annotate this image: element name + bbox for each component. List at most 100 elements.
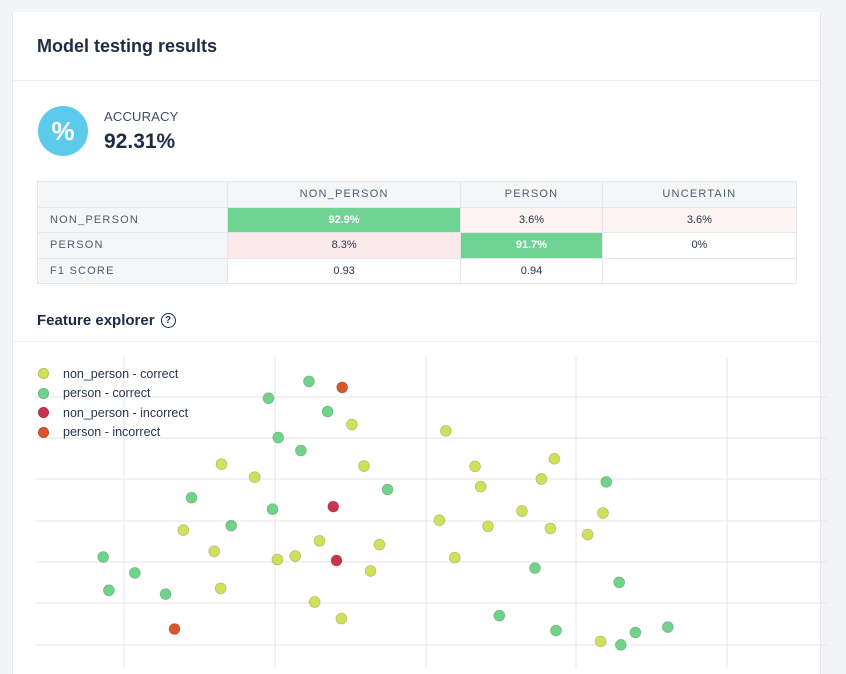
data-point[interactable] <box>271 553 284 566</box>
series-person-correct <box>97 375 674 651</box>
data-point[interactable] <box>272 431 285 444</box>
data-point[interactable] <box>262 392 275 405</box>
data-point[interactable] <box>581 528 594 541</box>
column-header-uncertain: UNCERTAIN <box>601 181 798 208</box>
data-point[interactable] <box>225 519 238 532</box>
data-point[interactable] <box>208 545 221 558</box>
data-point[interactable] <box>629 626 642 639</box>
legend-swatch <box>38 426 49 438</box>
table-cell: 3.6% <box>460 206 603 233</box>
table-row: F1 SCORE 0.93 0.94 <box>37 257 798 284</box>
data-point[interactable] <box>159 588 172 601</box>
table-header-row: NON_PERSON PERSON UNCERTAIN <box>37 181 798 208</box>
data-point[interactable] <box>313 534 326 547</box>
data-point[interactable] <box>516 505 528 517</box>
data-point[interactable] <box>266 503 279 516</box>
data-point[interactable] <box>336 381 349 394</box>
data-point[interactable] <box>303 375 315 388</box>
data-point[interactable] <box>661 621 674 633</box>
data-point[interactable] <box>335 612 348 625</box>
feature-explorer-title: Feature explorer ? <box>37 312 176 329</box>
legend-item[interactable]: non_person - incorrect <box>38 403 188 423</box>
legend-label: person - incorrect <box>63 425 161 440</box>
data-point[interactable] <box>327 500 340 513</box>
data-point[interactable] <box>185 491 198 504</box>
data-point[interactable] <box>214 582 227 595</box>
accuracy-value: 92.31% <box>104 130 176 153</box>
legend-item[interactable]: non_person - correct <box>38 364 188 384</box>
percent-icon: % <box>38 106 88 156</box>
data-point[interactable] <box>289 550 302 562</box>
data-point[interactable] <box>330 554 343 567</box>
table-cell: 0.94 <box>460 257 603 284</box>
series-non-person-correct <box>177 418 609 648</box>
section-divider <box>13 341 820 342</box>
chart-legend: non_person - correct person - correct non_… <box>38 364 188 442</box>
legend-swatch <box>38 368 49 380</box>
chart-grid <box>36 357 827 668</box>
table-cell <box>601 257 798 284</box>
series-person-incorrect <box>168 381 349 635</box>
data-point[interactable] <box>103 584 115 597</box>
data-point[interactable] <box>613 576 626 589</box>
data-point[interactable] <box>168 623 181 635</box>
data-point[interactable] <box>474 480 487 493</box>
data-point[interactable] <box>448 551 461 564</box>
data-point[interactable] <box>97 551 110 563</box>
data-point[interactable] <box>321 405 334 418</box>
help-circle-icon[interactable]: ? <box>160 313 176 328</box>
data-point[interactable] <box>439 424 452 437</box>
legend-swatch <box>38 387 49 399</box>
row-header-f1-score: F1 SCORE <box>37 257 228 284</box>
legend-item[interactable]: person - correct <box>38 384 188 404</box>
data-point[interactable] <box>614 638 627 651</box>
legend-item[interactable]: person - incorrect <box>38 423 188 443</box>
table-cell: 3.6% <box>601 206 798 233</box>
row-header-non-person: NON_PERSON <box>37 206 228 233</box>
series-non-person-incorrect <box>327 500 343 567</box>
data-point[interactable] <box>594 635 607 648</box>
table-cell: 0.93 <box>226 257 462 284</box>
column-header-empty <box>37 181 228 208</box>
feature-explorer-label: Feature explorer <box>37 312 155 329</box>
column-header-person: PERSON <box>460 181 603 208</box>
table-row: PERSON 8.3% 91.7% 0% <box>37 232 798 259</box>
data-point[interactable] <box>364 565 377 577</box>
data-point[interactable] <box>548 452 561 465</box>
data-point[interactable] <box>308 596 321 608</box>
data-point[interactable] <box>373 538 386 551</box>
data-point[interactable] <box>358 460 370 472</box>
data-point[interactable] <box>381 483 394 496</box>
card-header: Model testing results <box>13 12 820 81</box>
top-strip <box>0 0 846 12</box>
legend-label: non_person - incorrect <box>63 405 189 420</box>
page-title: Model testing results <box>37 36 218 56</box>
data-point[interactable] <box>177 524 190 536</box>
data-point[interactable] <box>529 562 541 575</box>
data-point[interactable] <box>294 444 307 457</box>
column-header-non-person: NON_PERSON <box>226 181 462 208</box>
accuracy-label: ACCURACY <box>104 109 179 124</box>
data-point[interactable] <box>535 473 548 485</box>
data-point[interactable] <box>345 418 358 431</box>
data-point[interactable] <box>469 460 481 473</box>
results-card: Model testing results % ACCURACY 92.31% … <box>12 12 821 674</box>
data-point[interactable] <box>128 566 141 579</box>
legend-label: non_person - correct <box>63 366 179 381</box>
table-cell: 91.7% <box>460 232 603 259</box>
legend-label: person - correct <box>63 386 151 401</box>
data-point[interactable] <box>482 520 494 533</box>
data-point[interactable] <box>550 624 562 637</box>
data-point[interactable] <box>600 475 613 488</box>
data-point[interactable] <box>248 471 261 484</box>
data-point[interactable] <box>597 507 609 519</box>
data-point[interactable] <box>493 609 506 622</box>
legend-swatch <box>38 407 49 419</box>
row-header-person: PERSON <box>37 232 228 259</box>
data-point[interactable] <box>544 522 557 535</box>
data-point[interactable] <box>433 514 446 527</box>
table-cell: 92.9% <box>226 206 462 233</box>
data-point[interactable] <box>215 458 228 471</box>
confusion-matrix-table: NON_PERSON PERSON UNCERTAIN NON_PERSON 9… <box>37 181 798 284</box>
